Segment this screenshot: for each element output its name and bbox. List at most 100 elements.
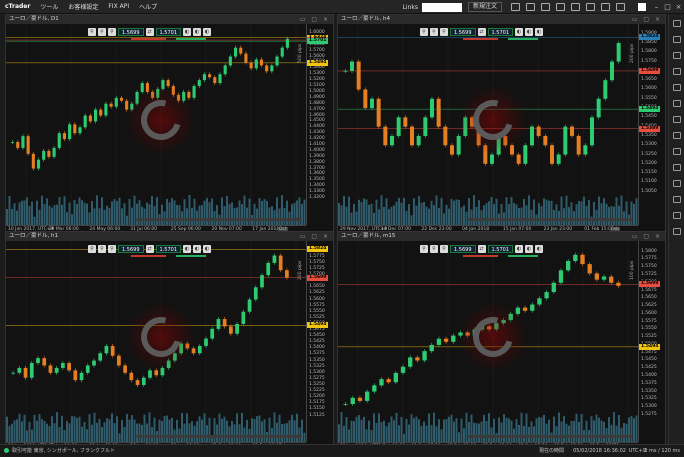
horizontal-line-icon[interactable] — [673, 84, 681, 91]
settings-icon[interactable]: ◐ — [183, 28, 191, 36]
profile-icon[interactable] — [638, 3, 646, 11]
zoom-in-icon[interactable]: ⚲ — [420, 245, 428, 253]
minimize-icon[interactable]: – — [654, 3, 659, 11]
trade-icon[interactable]: ◐ — [535, 28, 543, 36]
alert-icon[interactable]: ◐ — [525, 28, 533, 36]
alert-icon[interactable]: ◐ — [525, 245, 533, 253]
price-tag[interactable]: 1.5494 — [639, 106, 661, 113]
chart-panel-m15[interactable]: ユーロ／豪ドル, m15 ▭ ▢ × ⚲ ⚲ ⚲ 1.5699 ⇄ 1.5701 ◐ ◐ ◐ 1.58… — [337, 231, 666, 450]
camera-icon[interactable] — [673, 212, 681, 219]
price-tag[interactable]: 1.5389 — [639, 125, 661, 132]
horizontal-scrollbar[interactable] — [136, 218, 301, 221]
trade-icon[interactable]: ◐ — [203, 28, 211, 36]
chart-plot-area[interactable] — [6, 241, 306, 442]
buy-quote-button[interactable]: 1.5701 — [487, 245, 513, 253]
bar-type-icon[interactable]: ⚲ — [108, 28, 116, 36]
zoom-out-icon[interactable]: ⚲ — [98, 245, 106, 253]
buy-quote-button[interactable]: 1.5701 — [155, 245, 181, 253]
alert-icon[interactable]: ◐ — [193, 28, 201, 36]
zoom-in-icon[interactable]: ⚲ — [88, 245, 96, 253]
zoom-out-icon[interactable]: ⚲ — [430, 28, 438, 36]
buy-quote-button[interactable]: 1.5701 — [155, 28, 181, 36]
price-tag[interactable]: 1.5494 — [307, 322, 329, 329]
time-axis[interactable]: 29 Nov 2017, UTC+9 14 Dec 07:00 22 Dec 23:… — [338, 225, 638, 232]
panel-window-controls[interactable]: ▭ ▢ × — [631, 233, 662, 240]
chart-plot-area[interactable] — [338, 24, 638, 225]
shape-tool-icon[interactable] — [673, 196, 681, 203]
layout-icon[interactable] — [511, 3, 520, 11]
timezone[interactable]: UTC+9 — [628, 448, 646, 454]
price-tag[interactable]: 1.5824 — [639, 34, 661, 41]
crosshair-icon[interactable] — [673, 36, 681, 43]
sell-quote-button[interactable]: 1.5699 — [450, 245, 476, 253]
settings-icon[interactable]: ◐ — [183, 245, 191, 253]
chart-plot-area[interactable] — [338, 241, 638, 442]
magnet-icon[interactable] — [673, 52, 681, 59]
price-scale[interactable]: 1.58001.57751.57501.57251.57001.56751.56… — [306, 241, 333, 442]
menu-item-help[interactable]: ヘルプ — [139, 4, 158, 11]
zoom-in-icon[interactable]: ⚲ — [420, 28, 428, 36]
zoom-out-icon[interactable]: ⚲ — [98, 28, 106, 36]
trade-icon[interactable]: ◐ — [203, 245, 211, 253]
price-tag[interactable]: 1.5699 — [307, 274, 329, 281]
message-icon[interactable] — [556, 3, 565, 11]
delete-icon[interactable] — [673, 228, 681, 235]
trend-tool-icon[interactable] — [673, 116, 681, 123]
sell-quote-button[interactable]: 1.5699 — [118, 28, 144, 36]
settings-icon[interactable]: ◐ — [515, 245, 523, 253]
price-scale[interactable]: 1.59001.58501.58001.57501.57001.56501.56… — [638, 24, 665, 225]
price-scale[interactable]: 1.60001.59001.58001.57001.56001.55001.54… — [306, 24, 333, 225]
price-tag[interactable]: 1.5699 — [639, 67, 661, 74]
ruler-icon[interactable] — [673, 164, 681, 171]
swap-icon[interactable]: ⇄ — [145, 28, 154, 36]
bar-type-icon[interactable]: ⚲ — [108, 245, 116, 253]
line-tool-icon[interactable] — [673, 68, 681, 75]
buy-quote-button[interactable]: 1.5701 — [487, 28, 513, 36]
grid-icon[interactable] — [601, 3, 610, 11]
chart-panel-h4[interactable]: ユーロ／豪ドル, h4 ▭ ▢ × ⚲ ⚲ ⚲ 1.5699 ⇄ 1.5701 ◐ ◐ ◐ 1.590… — [337, 14, 666, 233]
price-tag[interactable]: 1.5494 — [307, 59, 329, 66]
sell-quote-button[interactable]: 1.5699 — [118, 245, 144, 253]
fullscreen-icon[interactable] — [616, 3, 625, 11]
fibonacci-icon[interactable] — [673, 148, 681, 155]
new-order-button[interactable]: 新規注文 — [467, 2, 502, 12]
price-scale[interactable]: 1.58001.57751.57501.57251.57001.56751.56… — [638, 241, 665, 442]
channel-tool-icon[interactable] — [673, 132, 681, 139]
menu-item-tools[interactable]: ツール — [40, 4, 59, 11]
swap-icon[interactable]: ⇄ — [477, 28, 486, 36]
swap-icon[interactable]: ⇄ — [145, 245, 154, 253]
text-tool-icon[interactable] — [673, 180, 681, 187]
chart-icon[interactable] — [526, 3, 535, 11]
price-tag[interactable]: 1.5699 — [639, 281, 661, 288]
maximize-icon[interactable]: □ — [664, 3, 671, 11]
alert-icon[interactable]: ◐ — [193, 245, 201, 253]
price-tag[interactable]: 1.5701 — [307, 38, 329, 45]
swap-icon[interactable]: ⇄ — [477, 245, 486, 253]
horizontal-scrollbar[interactable] — [136, 435, 301, 438]
price-tag[interactable]: 1.5824 — [307, 246, 329, 253]
chart-plot-area[interactable] — [6, 24, 306, 225]
vertical-line-icon[interactable] — [673, 100, 681, 107]
chart-panel-h1[interactable]: ユーロ／豪ドル, h1▭ ▢ ×⚲⚲⚲1.5699⇄1.5701◐◐◐1.580… — [5, 231, 334, 450]
speaker-icon[interactable] — [586, 3, 595, 11]
panel-window-controls[interactable]: ▭ ▢ × — [631, 16, 662, 23]
user-icon[interactable] — [571, 3, 580, 11]
close-icon[interactable]: × — [675, 3, 682, 11]
menu-item-fix-api[interactable]: FIX API — [108, 3, 130, 10]
settings-icon[interactable]: ◐ — [515, 28, 523, 36]
chart-panel-d1[interactable]: ユーロ／豪ドル, D1 ▭ ▢ × ⚲ ⚲ ⚲ 1.5699 ⇄ 1.5701 ◐ ◐ ◐ 1.600… — [5, 14, 334, 233]
horizontal-scrollbar[interactable] — [468, 435, 633, 438]
horizontal-scrollbar[interactable] — [468, 218, 633, 221]
window-icon[interactable] — [541, 3, 550, 11]
zoom-in-icon[interactable]: ⚲ — [88, 28, 96, 36]
trade-icon[interactable]: ◐ — [535, 245, 543, 253]
sell-quote-button[interactable]: 1.5699 — [450, 28, 476, 36]
links-input[interactable] — [421, 2, 462, 12]
price-tag[interactable]: 1.5494 — [639, 343, 661, 350]
zoom-out-icon[interactable]: ⚲ — [430, 245, 438, 253]
panel-window-controls[interactable]: ▭ ▢ × — [299, 233, 330, 240]
cursor-icon[interactable] — [673, 20, 681, 27]
bar-type-icon[interactable]: ⚲ — [440, 245, 448, 253]
bar-type-icon[interactable]: ⚲ — [440, 28, 448, 36]
panel-window-controls[interactable]: ▭ ▢ × — [299, 16, 330, 23]
